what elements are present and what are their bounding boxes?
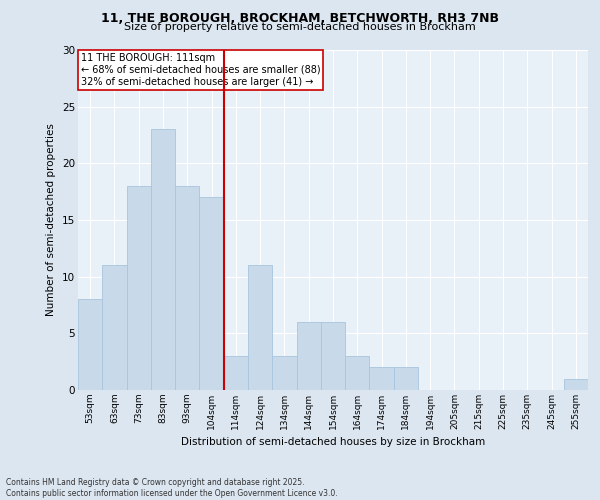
Bar	[296, 322, 321, 390]
Bar	[199, 198, 224, 390]
X-axis label: Distribution of semi-detached houses by size in Brockham: Distribution of semi-detached houses by …	[181, 438, 485, 448]
Bar	[224, 356, 248, 390]
Y-axis label: Number of semi-detached properties: Number of semi-detached properties	[46, 124, 56, 316]
Bar	[564, 378, 588, 390]
Bar	[127, 186, 151, 390]
Text: Size of property relative to semi-detached houses in Brockham: Size of property relative to semi-detach…	[124, 22, 476, 32]
Bar	[394, 368, 418, 390]
Bar	[175, 186, 199, 390]
Bar	[78, 300, 102, 390]
Text: 11 THE BOROUGH: 111sqm
← 68% of semi-detached houses are smaller (88)
32% of sem: 11 THE BOROUGH: 111sqm ← 68% of semi-det…	[80, 54, 320, 86]
Bar	[345, 356, 370, 390]
Bar	[151, 130, 175, 390]
Text: 11, THE BOROUGH, BROCKHAM, BETCHWORTH, RH3 7NB: 11, THE BOROUGH, BROCKHAM, BETCHWORTH, R…	[101, 12, 499, 26]
Bar	[248, 266, 272, 390]
Bar	[102, 266, 127, 390]
Bar	[321, 322, 345, 390]
Text: Contains HM Land Registry data © Crown copyright and database right 2025.
Contai: Contains HM Land Registry data © Crown c…	[6, 478, 338, 498]
Bar	[272, 356, 296, 390]
Bar	[370, 368, 394, 390]
